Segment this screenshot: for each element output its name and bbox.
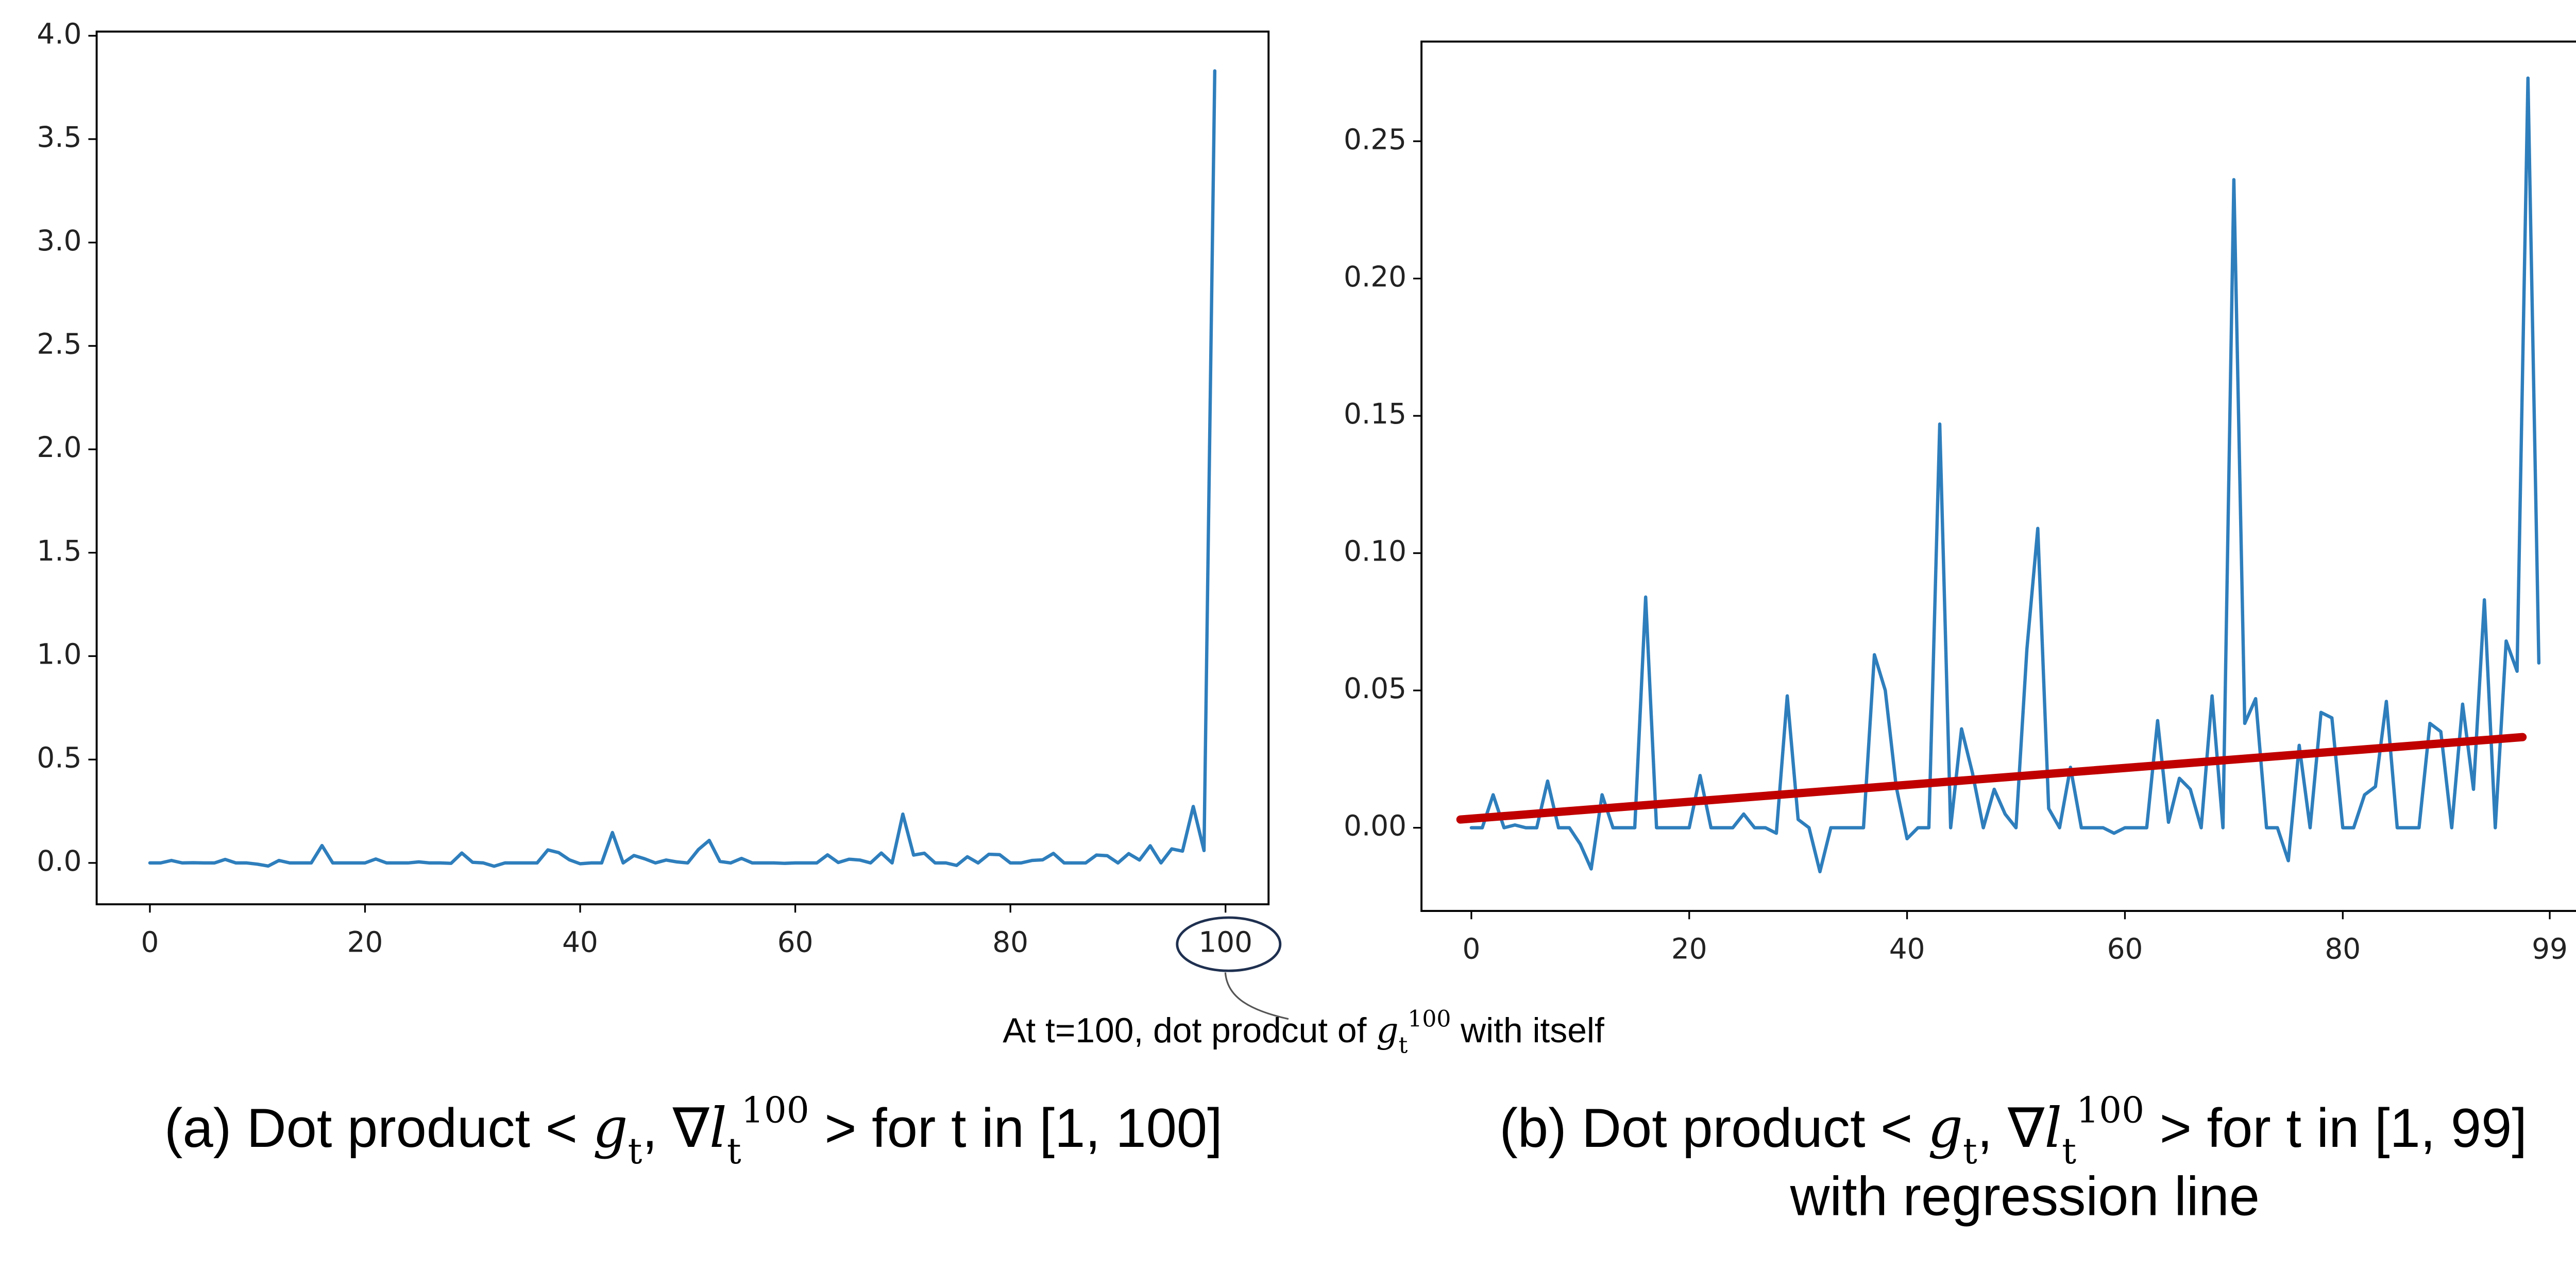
text-part: g <box>1376 1010 1398 1051</box>
text-part: , ∇ <box>642 1097 709 1159</box>
x-tick-label: 0 <box>1462 933 1480 966</box>
y-tick-label: 0.25 <box>1344 123 1406 156</box>
x-tick-label: 20 <box>347 926 383 959</box>
y-tick-label: 0.05 <box>1344 672 1406 705</box>
y-tick-label: 2.0 <box>37 431 81 464</box>
x-tick-label: 80 <box>2325 933 2361 966</box>
text-part: (b) Dot product < <box>1499 1097 1927 1159</box>
highlight-ellipse <box>1176 916 1282 972</box>
x-tick-label: 0 <box>141 926 159 959</box>
text-part: , ∇ <box>1977 1097 2045 1159</box>
plot-frame <box>95 30 1270 906</box>
x-tick-label: 60 <box>2107 933 2143 966</box>
y-tick-label: 0.00 <box>1344 809 1406 842</box>
text-part: t <box>2062 1131 2076 1172</box>
x-tick-label: 60 <box>777 926 814 959</box>
text-part: At t=100, dot prodcut of <box>1003 1011 1376 1050</box>
regression-line <box>1456 733 2527 824</box>
text-part: t <box>727 1131 741 1172</box>
y-tick-label: 3.5 <box>37 121 81 154</box>
text-part: 100 <box>2076 1090 2144 1131</box>
y-tick-label: 1.5 <box>37 534 81 567</box>
plot-frame <box>1420 40 2576 912</box>
data-line <box>148 69 1217 868</box>
text-part: t <box>1399 1032 1408 1058</box>
text-part: g <box>592 1096 628 1160</box>
data-line <box>1469 76 2541 874</box>
text-part: (a) Dot product < <box>164 1097 592 1159</box>
x-tick-label: 40 <box>562 926 598 959</box>
annotation: At t=100, dot prodcut of gt100 with itse… <box>1003 1006 1604 1058</box>
x-tick-label: 80 <box>992 926 1028 959</box>
text-part: g <box>1928 1096 1963 1160</box>
y-tick-label: 2.5 <box>37 328 81 361</box>
annotation-connector <box>1224 972 1289 1020</box>
caption-line: with regression line <box>1790 1166 2260 1227</box>
caption: (a) Dot product < gt, ∇lt100 > for t in … <box>164 1090 1223 1172</box>
text-part: t <box>1963 1131 1977 1172</box>
y-tick-label: 0.20 <box>1344 260 1406 293</box>
text-part: l <box>709 1096 727 1160</box>
x-tick-label: 100 <box>1198 926 1252 959</box>
y-tick-label: 0.15 <box>1344 397 1406 430</box>
x-tick-label: 20 <box>1671 933 1707 966</box>
text-part: l <box>2044 1096 2062 1160</box>
y-tick-label: 1.0 <box>37 638 81 671</box>
y-tick-label: 4.0 <box>37 17 81 50</box>
x-tick-label: 40 <box>1889 933 1925 966</box>
y-tick-label: 3.0 <box>37 224 81 257</box>
text-part: > for t in [1, 100] <box>809 1097 1223 1159</box>
text-part: with itself <box>1451 1011 1604 1050</box>
text-part: 100 <box>741 1090 809 1131</box>
x-tick-label: 99 <box>2532 933 2568 966</box>
text-part: t <box>628 1131 642 1172</box>
caption: (b) Dot product < gt, ∇lt100 > for t in … <box>1499 1090 2527 1172</box>
y-tick-label: 0.0 <box>37 844 81 877</box>
text-part: > for t in [1, 99] <box>2144 1097 2527 1159</box>
text-part: 100 <box>1408 1006 1451 1032</box>
y-tick-label: 0.10 <box>1344 535 1406 568</box>
y-tick-label: 0.5 <box>37 741 81 774</box>
